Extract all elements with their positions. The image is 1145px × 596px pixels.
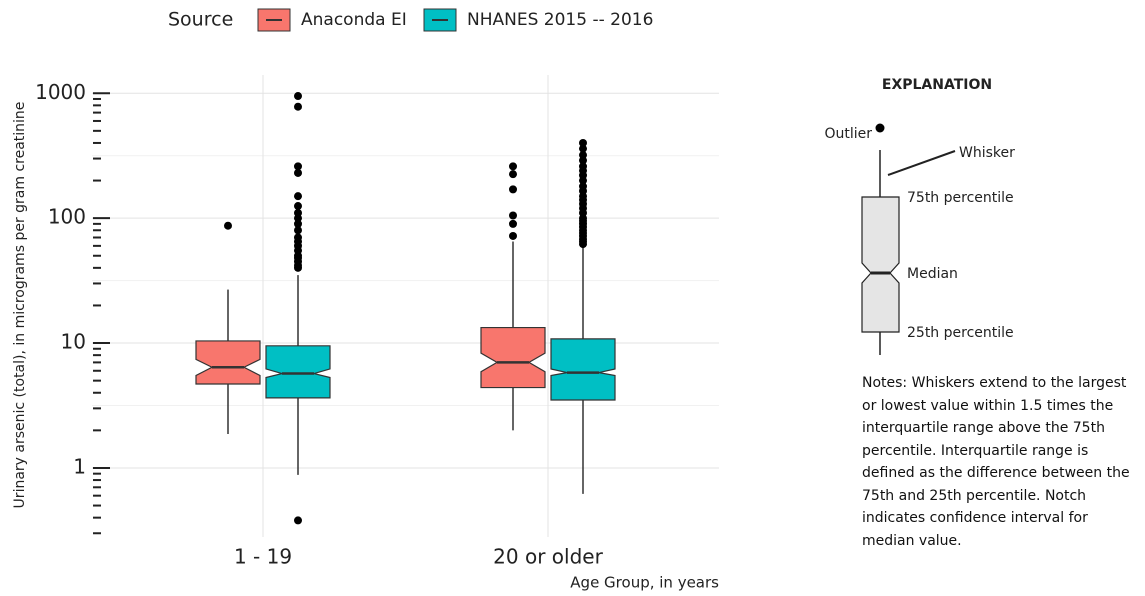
y-tick-label: 10	[61, 330, 86, 354]
x-axis-title: Age Group, in years	[570, 574, 719, 592]
legend-label: NHANES 2015 -- 2016	[467, 10, 653, 30]
outlier	[509, 170, 517, 179]
x-tick-label: 20 or older	[493, 545, 603, 569]
outlier	[509, 162, 517, 171]
outlier	[294, 208, 302, 217]
outlier	[579, 182, 587, 191]
outlier	[294, 516, 302, 525]
icon-outlier	[875, 123, 885, 133]
outlier	[579, 151, 587, 160]
box	[550, 338, 616, 401]
x-tick-label: 1 - 19	[234, 545, 292, 569]
outlier	[579, 162, 587, 171]
explanation-notes: Notes: Whiskers extend to the largest or…	[862, 375, 1130, 549]
outlier	[294, 92, 302, 101]
icon-pointer	[887, 150, 956, 176]
box-group	[195, 221, 261, 434]
outlier	[224, 221, 232, 230]
outlier	[579, 144, 587, 153]
outlier	[294, 219, 302, 228]
outlier	[294, 168, 302, 177]
box	[265, 345, 331, 399]
explanation-title: EXPLANATION	[882, 77, 992, 93]
outlier	[294, 162, 302, 171]
legend-label: Anaconda EI	[301, 10, 407, 30]
outlier	[294, 233, 302, 242]
explanation-label: Outlier	[824, 126, 872, 142]
explanation-label: 25th percentile	[907, 325, 1014, 341]
icon-box	[861, 196, 900, 333]
outlier	[509, 185, 517, 194]
y-tick-label: 100	[48, 205, 86, 229]
outlier	[294, 192, 302, 201]
outlier	[294, 202, 302, 211]
outlier	[579, 138, 587, 147]
box	[480, 326, 546, 389]
box-group	[550, 138, 616, 494]
explanation-label: 75th percentile	[907, 190, 1014, 206]
box-group	[265, 92, 331, 525]
outlier	[294, 226, 302, 235]
explanation-label: Median	[907, 266, 958, 282]
outlier	[294, 102, 302, 111]
outlier	[509, 231, 517, 240]
y-axis-title: Urinary arsenic (total), in micrograms p…	[12, 102, 28, 509]
y-tick-label: 1000	[35, 80, 86, 104]
explanation-icon	[861, 123, 956, 355]
outlier	[509, 219, 517, 228]
box	[195, 340, 261, 385]
y-tick-label: 1	[73, 454, 86, 478]
legend-title: Source	[168, 9, 233, 31]
explanation-label: Whisker	[959, 145, 1015, 161]
outlier	[509, 211, 517, 220]
box-group	[480, 162, 546, 431]
